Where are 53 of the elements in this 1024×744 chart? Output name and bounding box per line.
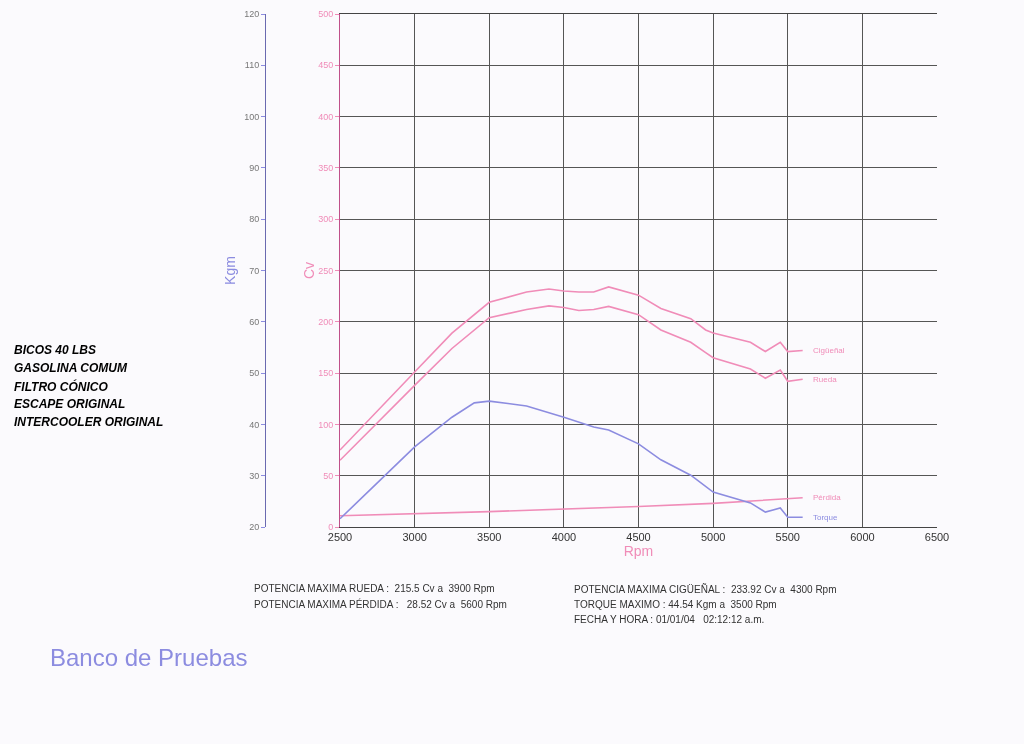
y-tick-label: 0 bbox=[328, 522, 334, 533]
text: ESCAPE ORIGINAL bbox=[14, 397, 126, 411]
y-tick-label: 450 bbox=[318, 60, 334, 71]
text: GASOLINA COMUM bbox=[14, 361, 128, 375]
text: INTERCOOLER ORIGINAL bbox=[14, 415, 164, 429]
series-label: Rueda bbox=[813, 375, 838, 384]
y-tick-label: 150 bbox=[318, 368, 334, 379]
line-series bbox=[340, 305, 804, 462]
x-tick-label: 5000 bbox=[700, 531, 726, 544]
text: TORQUE MAXIMO : 44.54 Kgm a 3500 Rpm bbox=[574, 599, 777, 610]
y2-tick-label: 80 bbox=[249, 214, 260, 225]
y-tick-label: 300 bbox=[318, 214, 334, 225]
series-label: Cigüeñal bbox=[813, 346, 845, 355]
x-tick-label: 4000 bbox=[551, 531, 577, 544]
y2-tick-label: 40 bbox=[249, 419, 260, 430]
x-tick-label: 6500 bbox=[924, 531, 950, 544]
y-tick-label: 500 bbox=[318, 9, 334, 20]
y2-tick-label: 100 bbox=[244, 111, 260, 122]
text: POTENCIA MAXIMA PÉRDIDA : 28.52 Cv a 5600 Rpm bbox=[254, 598, 507, 610]
x-tick-label: 6000 bbox=[850, 531, 875, 544]
x-tick-label: 3000 bbox=[402, 531, 427, 544]
y2-tick-label: 120 bbox=[244, 9, 260, 20]
y2-tick-label: 50 bbox=[249, 368, 260, 379]
text: FILTRO CÓNICO bbox=[14, 379, 109, 394]
y2-tick-label: 70 bbox=[249, 265, 260, 276]
y2-tick-label: 60 bbox=[249, 316, 260, 327]
line-series bbox=[340, 286, 804, 451]
y-tick-label: 250 bbox=[318, 265, 334, 276]
y2-tick-label: 30 bbox=[249, 470, 260, 481]
y2-tick-label: 90 bbox=[249, 163, 260, 174]
y2-tick-label: 20 bbox=[249, 522, 260, 533]
x-tick-label: 3500 bbox=[477, 531, 502, 544]
y-tick-label: 400 bbox=[318, 111, 334, 122]
y-axis-title: Cv bbox=[300, 261, 317, 280]
y-tick-label: 350 bbox=[318, 163, 334, 174]
line-series bbox=[340, 496, 804, 517]
text: POTENCIA MAXIMA RUEDA : 215.5 Cv a 3900 Rpm bbox=[254, 583, 495, 594]
x-tick-label: 5500 bbox=[775, 531, 800, 544]
line-series bbox=[340, 400, 804, 520]
y-tick-label: 50 bbox=[323, 470, 334, 481]
y2-axis-title: Kgm bbox=[221, 256, 238, 285]
y-tick-label: 200 bbox=[318, 316, 334, 327]
text: FECHA Y HORA : 01/01/04 02:12:12 a.m. bbox=[574, 614, 765, 625]
y-tick-label: 100 bbox=[318, 419, 334, 430]
series-label: Pérdida bbox=[813, 493, 842, 502]
series-label: Torque bbox=[813, 513, 839, 522]
text: BICOS 40 LBS bbox=[14, 343, 97, 357]
y2-tick-label: 110 bbox=[244, 60, 260, 71]
x-axis-title: Rpm bbox=[623, 543, 654, 560]
x-tick-label: 4500 bbox=[626, 531, 651, 544]
x-tick-label: 2500 bbox=[327, 531, 353, 544]
text: Banco de Pruebas bbox=[50, 644, 248, 671]
text: POTENCIA MAXIMA CIGÜEÑAL : 233.92 Cv a 4300 Rpm bbox=[574, 583, 837, 595]
